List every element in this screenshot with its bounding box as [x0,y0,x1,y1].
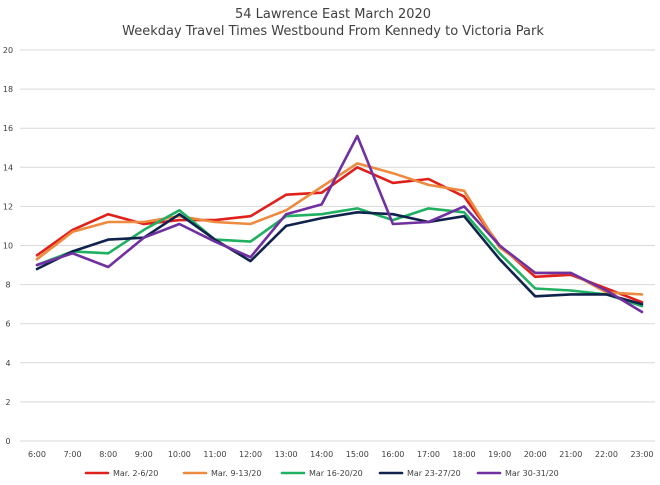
x-tick-label: 21:00 [559,450,582,459]
series-line-1 [35,166,644,304]
y-tick-label: 20 [3,46,13,55]
chart-title: 54 Lawrence East March 2020 [235,7,431,22]
x-tick-label: 15:00 [346,450,369,459]
y-tick-label: 16 [3,124,13,133]
y-tick-label: 12 [3,202,13,211]
x-tick-label: 9:00 [135,450,153,459]
x-tick-label: 18:00 [453,450,476,459]
gridlines [20,49,655,442]
legend-label: Mar. 2-6/20 [113,469,158,478]
y-tick-label: 14 [3,163,13,172]
x-tick-label: 16:00 [381,450,404,459]
x-tick-label: 10:00 [168,450,191,459]
x-tick-label: 13:00 [275,450,298,459]
series-line-5 [35,134,644,314]
y-tick-label: 2 [5,398,10,407]
series-line-3 [35,207,644,308]
chart-subtitle: Weekday Travel Times Westbound From Kenn… [122,24,544,39]
y-tick-label: 18 [3,85,13,94]
x-tick-label: 14:00 [310,450,333,459]
series-lines [35,134,644,314]
legend-label: Mar. 9-13/20 [211,469,261,478]
x-tick-label: 8:00 [99,450,117,459]
x-tick-label: 23:00 [630,450,653,459]
x-tick-label: 17:00 [417,450,440,459]
x-tick-label: 19:00 [488,450,511,459]
y-axis-ticks: 0 2 4 6 8 10 12 14 16 18 20 [3,46,13,446]
legend-label: Mar 30-31/20 [505,469,559,478]
x-axis-ticks: 6:00 7:00 8:00 9:00 10:00 11:00 12:00 13:00 14:0… [28,450,654,459]
x-tick-label: 22:00 [595,450,618,459]
x-tick-label: 11:00 [203,450,226,459]
x-tick-label: 20:00 [524,450,547,459]
y-tick-label: 4 [5,359,10,368]
x-tick-label: 12:00 [239,450,262,459]
y-tick-label: 8 [5,281,10,290]
legend-label: Mar 23-27/20 [407,469,461,478]
x-tick-label: 6:00 [28,450,46,459]
y-tick-label: 6 [5,320,10,329]
y-tick-label: 0 [5,437,10,446]
legend-label: Mar 16-20/20 [309,469,363,478]
legend: Mar. 2-6/20 Mar. 9-13/20 Mar 16-20/20 Mar 2… [84,469,559,478]
x-tick-label: 7:00 [64,450,82,459]
y-tick-label: 10 [3,242,13,251]
series-line-4 [35,211,644,306]
